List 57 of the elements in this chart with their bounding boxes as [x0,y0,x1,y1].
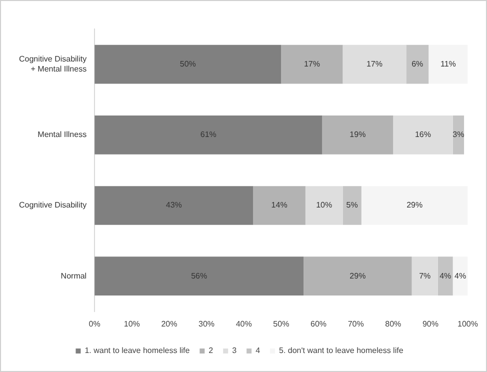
bar [342,186,362,225]
bar [393,115,453,154]
data-label: 50% [180,60,196,69]
data-label: 43% [166,200,182,210]
data-label: 16% [414,130,431,140]
bar [253,186,306,225]
data-label: 17% [366,60,382,69]
bar [305,186,343,225]
bar [428,44,468,84]
x-tick-label: 90% [422,319,438,328]
bar [304,256,412,296]
y-tick-label: Mental Illness [38,130,87,140]
x-tick-label: 80% [385,319,402,328]
data-label: 6% [412,60,424,69]
bar [342,44,406,84]
legend-label: 4 [256,346,261,356]
bar [94,256,304,296]
y-tick-label: Cognitive Disability + Mental Illness [18,54,87,74]
bar [322,115,394,154]
legend-label: 2 [208,346,214,356]
data-label: 19% [350,130,366,140]
y-tick-label: Cognitive Disability [18,200,87,210]
data-label: 4% [440,271,452,280]
data-label: 56% [191,271,208,280]
x-tick-label: 100% [458,319,478,328]
data-label: 7% [419,271,431,280]
data-label: 14% [271,200,288,210]
x-tick-label: 60% [310,319,326,328]
data-label: 4% [454,271,466,280]
x-tick-label: 50% [273,319,290,328]
data-label: 29% [350,271,366,280]
bar [94,186,254,225]
data-label: 61% [200,130,216,140]
x-tick-label: 70% [348,319,364,328]
legend-label: 3 [232,346,238,356]
data-label: 3% [452,130,464,140]
x-tick-label: 20% [161,319,178,328]
x-tick-label: 10% [124,319,140,328]
data-label: 10% [316,200,332,210]
x-tick-label: 40% [236,319,252,328]
bar [361,186,468,225]
bar [94,115,322,154]
bar [94,44,282,84]
bar [438,256,453,296]
bar [452,256,468,296]
data-label: 5% [346,200,358,210]
bar [406,44,429,84]
x-tick-label: 30% [198,319,215,328]
x-tick-label: 0% [88,319,100,328]
bar [412,256,438,296]
legend-label: 1. want to leave homeless life [84,346,190,356]
bar [281,44,343,84]
data-label: 29% [406,200,423,210]
data-label: 11% [440,60,456,69]
data-label: 17% [304,60,320,69]
y-tick-label: Normal [60,271,87,280]
legend-label: 5. don't want to leave homeless life [279,346,404,356]
